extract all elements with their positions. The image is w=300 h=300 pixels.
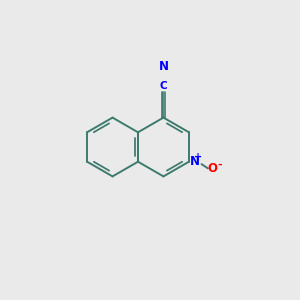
Text: N: N — [190, 155, 200, 168]
Text: N: N — [158, 60, 169, 73]
Text: +: + — [194, 152, 202, 162]
Text: O: O — [207, 162, 217, 175]
Text: -: - — [217, 160, 222, 170]
Text: C: C — [160, 81, 167, 91]
